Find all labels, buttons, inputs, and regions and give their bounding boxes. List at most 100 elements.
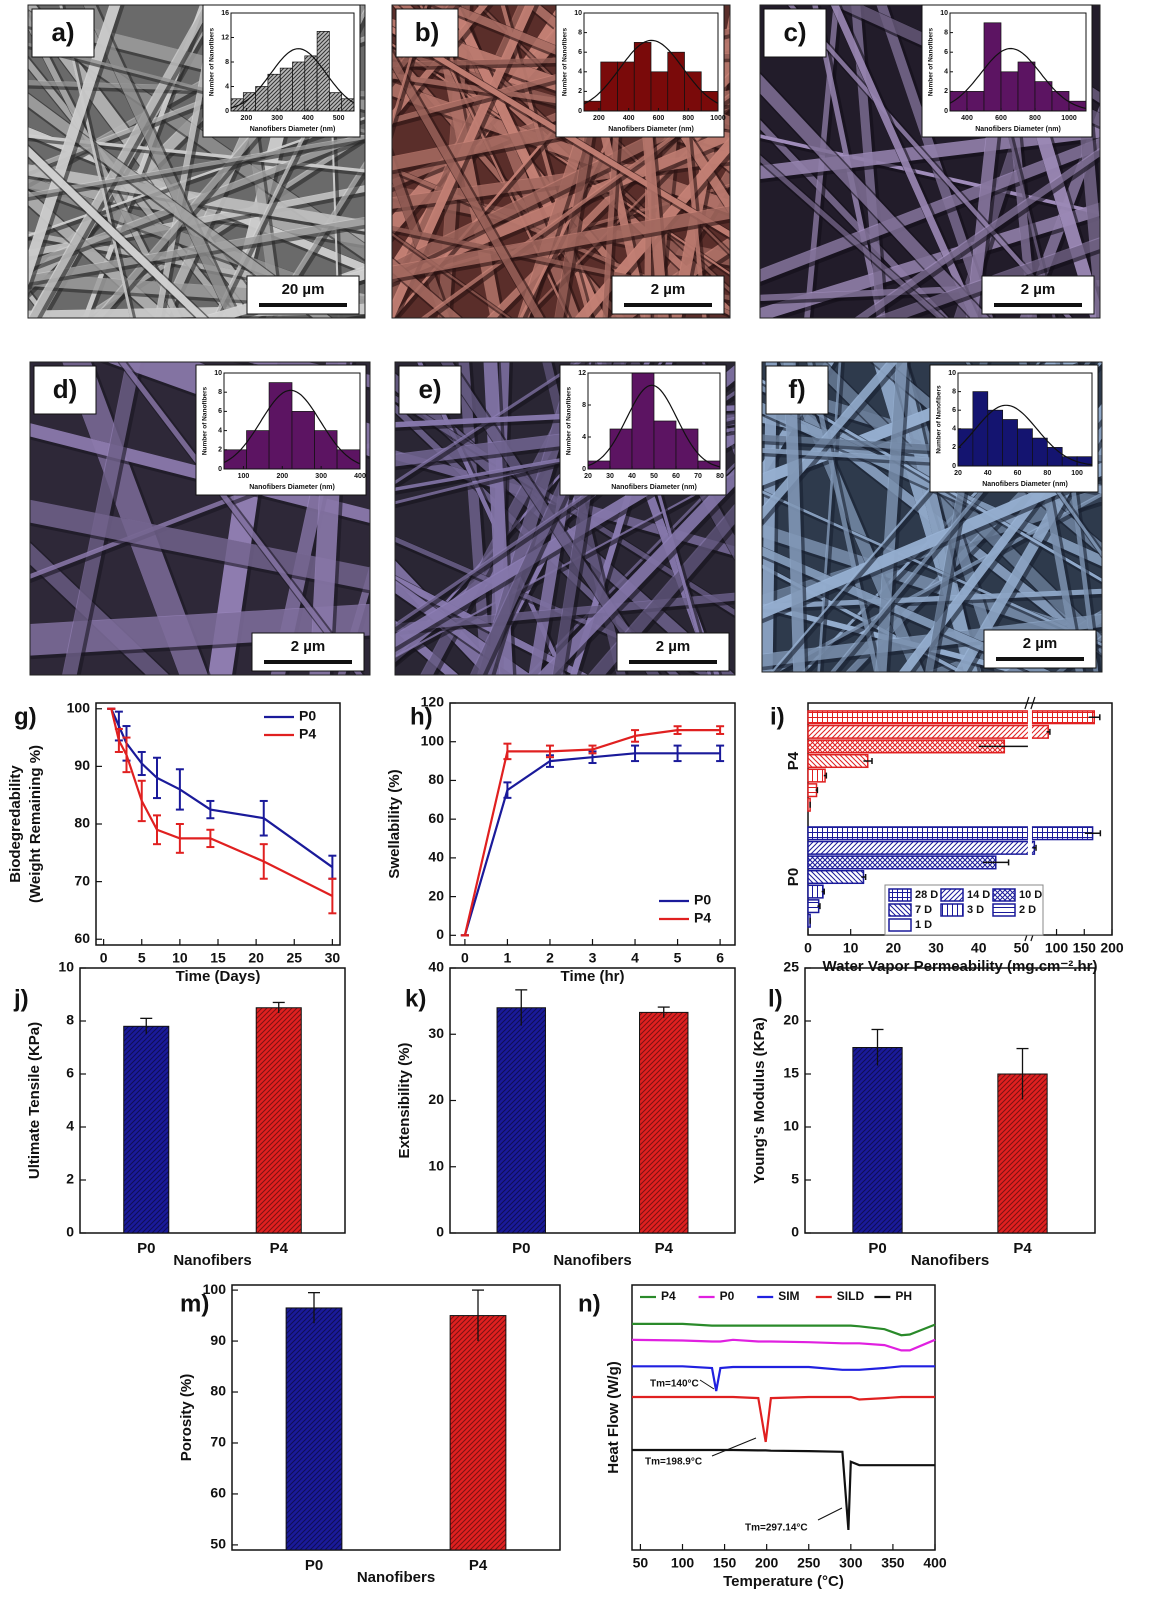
y-tick-label: 10 xyxy=(428,1157,444,1173)
legend-label: 14 D xyxy=(967,889,990,901)
histogram-bar xyxy=(1035,82,1052,111)
panel-label: f) xyxy=(788,374,805,404)
x-tick-label: P4 xyxy=(655,1240,674,1257)
x-tick-label: 150 xyxy=(713,1555,737,1571)
x-tick-label: 50 xyxy=(650,473,658,480)
histogram-bar xyxy=(1001,72,1018,111)
legend-swatch xyxy=(941,889,963,901)
y-tick-label: 8 xyxy=(944,29,948,36)
x-axis-label: Nanofibers xyxy=(553,1252,631,1269)
y-tick-label: 12 xyxy=(578,370,586,377)
y-axis-label: Number of Nanofibers xyxy=(936,385,943,454)
x-tick-label: 600 xyxy=(653,115,665,122)
x-tick-label: 50 xyxy=(633,1555,649,1571)
y-tick-label: 40 xyxy=(428,849,444,865)
y-axis-label: Swellability (%) xyxy=(386,769,403,878)
y-tick-label: 60 xyxy=(74,930,90,946)
histogram-bar xyxy=(610,429,632,469)
y-tick-label: 10 xyxy=(783,1118,799,1134)
x-axis-label: Water Vapor Permeability (mg.cm⁻².hr) xyxy=(823,958,1098,975)
y-tick-label: 8 xyxy=(578,29,582,36)
y-tick-label: 0 xyxy=(436,926,444,942)
histogram-bar xyxy=(701,91,718,111)
histogram-bar xyxy=(1018,429,1033,466)
y-tick-label: 4 xyxy=(218,427,222,434)
x-tick-label: 300 xyxy=(315,473,327,480)
x-tick-label: 1000 xyxy=(1061,115,1077,122)
bar xyxy=(640,1012,688,1233)
x-tick-label: 50 xyxy=(1014,940,1030,956)
histogram-bar xyxy=(292,411,315,469)
y-tick-label: 70 xyxy=(210,1434,226,1450)
x-axis-label: Temperature (°C) xyxy=(723,1573,844,1590)
series-line xyxy=(465,753,720,935)
bar xyxy=(853,1048,902,1234)
y-tick-label: 0 xyxy=(218,466,222,473)
histogram-bar xyxy=(231,99,243,111)
panel-label: b) xyxy=(415,17,440,47)
panel-label: l) xyxy=(768,985,783,1012)
series-line xyxy=(632,1340,935,1351)
y-tick-label: 70 xyxy=(74,872,90,888)
y-axis-label: (Weight Remaining %) xyxy=(27,745,44,903)
y-tick-label: 6 xyxy=(578,49,582,56)
bar xyxy=(124,1026,169,1233)
y-tick-label: P4 xyxy=(785,751,802,770)
x-axis-label: Nanofibers Diameter (nm) xyxy=(608,126,694,133)
x-tick-label: 400 xyxy=(923,1555,947,1571)
panel-label: d) xyxy=(53,374,78,404)
legend-swatch xyxy=(993,889,1015,901)
x-tick-label: P4 xyxy=(270,1240,289,1257)
panel-label: k) xyxy=(405,985,426,1012)
y-tick-label: 10 xyxy=(948,370,956,377)
plot-frame xyxy=(232,1285,560,1550)
y-tick-label: 5 xyxy=(791,1171,799,1187)
x-axis-label: Nanofibers xyxy=(173,1252,251,1269)
histogram-bar xyxy=(293,62,305,111)
x-tick-label: 10 xyxy=(843,940,859,956)
x-tick-label: 800 xyxy=(1029,115,1041,122)
x-tick-label: 40 xyxy=(628,473,636,480)
y-tick-label: 2 xyxy=(952,444,956,451)
series-line xyxy=(632,1324,935,1335)
x-tick-label: 300 xyxy=(839,1555,863,1571)
x-tick-label: 40 xyxy=(984,470,992,477)
bar xyxy=(808,711,1094,724)
x-tick-label: P0 xyxy=(137,1240,155,1257)
plot-frame xyxy=(805,968,1095,1233)
legend-label: P4 xyxy=(694,910,711,926)
series-line xyxy=(632,1397,935,1442)
scale-bar-label: 20 µm xyxy=(282,281,325,298)
x-axis-label: Nanofibers Diameter (nm) xyxy=(611,484,697,491)
legend-swatch xyxy=(993,904,1015,916)
x-tick-label: 20 xyxy=(954,470,962,477)
histogram-bar xyxy=(588,461,610,469)
histogram-bar xyxy=(988,410,1003,466)
histogram-bar xyxy=(651,72,668,111)
x-tick-label: 1 xyxy=(504,950,512,966)
panel-label: n) xyxy=(578,1290,601,1317)
y-tick-label: 4 xyxy=(225,83,229,90)
legend-label: 3 D xyxy=(967,904,984,916)
y-axis-label: Number of Nanofibers xyxy=(566,386,573,455)
histogram-bar xyxy=(1052,91,1069,111)
y-tick-label: 4 xyxy=(944,69,948,76)
x-tick-label: 60 xyxy=(1014,470,1022,477)
y-tick-label: 8 xyxy=(952,388,956,395)
y-tick-label: 4 xyxy=(952,426,956,433)
bar xyxy=(808,842,1034,855)
legend-label: P0 xyxy=(720,1289,735,1303)
histogram-bar xyxy=(247,431,270,469)
y-tick-label: 0 xyxy=(66,1224,74,1240)
y-tick-label: 80 xyxy=(210,1383,226,1399)
y-tick-label: 60 xyxy=(428,810,444,826)
panel-label: c) xyxy=(783,17,806,47)
x-tick-label: 100 xyxy=(1045,940,1069,956)
y-tick-label: 2 xyxy=(218,447,222,454)
y-axis-label: Number of Nanofibers xyxy=(202,386,209,455)
x-tick-label: 400 xyxy=(354,473,366,480)
y-tick-label: 80 xyxy=(428,771,444,787)
y-tick-label: 0 xyxy=(436,1224,444,1240)
y-tick-label: 50 xyxy=(210,1536,226,1552)
y-tick-label: 6 xyxy=(952,407,956,414)
